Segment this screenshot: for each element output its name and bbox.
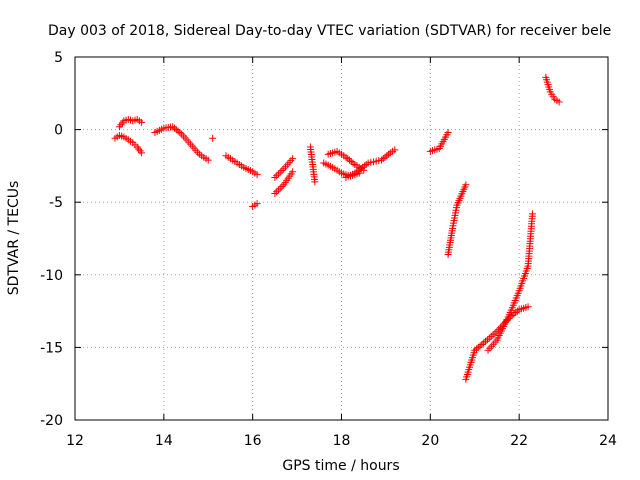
data-point: [528, 210, 536, 218]
data-point: [471, 346, 479, 354]
data-point: [347, 158, 355, 166]
data-point: [487, 332, 495, 340]
data-point: [385, 150, 393, 158]
data-point: [176, 129, 184, 137]
data-point: [274, 170, 282, 178]
y-tick-label: -5: [49, 195, 63, 211]
x-axis-label: GPS time / hours: [282, 458, 399, 474]
data-point: [485, 334, 493, 342]
tick-labels: 12 14 16 18 20 22 24 5 0 -5 -10 -15 -20: [40, 50, 617, 449]
data-point: [135, 145, 143, 153]
data-point: [209, 134, 217, 142]
x-tick-label: 16: [244, 433, 262, 449]
data-point: [381, 153, 389, 161]
data-point: [391, 146, 399, 154]
plot-frame: [74, 56, 609, 421]
data-point: [501, 318, 509, 326]
x-tick-label: 20: [421, 433, 439, 449]
data-point: [271, 189, 279, 197]
y-tick-label: -10: [40, 268, 63, 284]
data-point: [274, 186, 282, 194]
data-point: [342, 153, 350, 161]
data-point: [524, 303, 532, 311]
data-point: [344, 155, 352, 163]
data-point: [510, 310, 518, 318]
data-point: [444, 129, 452, 137]
data-point: [476, 342, 484, 350]
x-tick-label: 24: [599, 433, 617, 449]
data-point: [473, 345, 481, 353]
data-point: [555, 98, 563, 106]
data-point: [136, 147, 144, 155]
y-tick-label: -15: [40, 340, 63, 356]
data-point: [383, 152, 391, 160]
data-point: [289, 168, 297, 176]
data-point: [483, 336, 491, 344]
data-point: [273, 172, 281, 180]
data-point: [377, 156, 385, 164]
x-tick-label: 22: [510, 433, 528, 449]
data-point: [273, 188, 281, 196]
data-point: [482, 337, 490, 345]
data-point: [311, 178, 319, 186]
data-point: [138, 118, 146, 126]
data-point: [478, 340, 486, 348]
chart-title: Day 003 of 2018, Sidereal Day-to-day VTE…: [48, 23, 611, 39]
data-point: [278, 167, 286, 175]
data-point: [513, 307, 521, 315]
data-point: [278, 183, 286, 191]
data-point: [379, 155, 387, 163]
y-tick-label: -20: [40, 413, 63, 429]
data-point: [276, 184, 284, 192]
data-point: [474, 343, 482, 351]
data-point: [253, 171, 261, 179]
data-point: [115, 123, 123, 131]
data-point: [169, 123, 177, 131]
data-point: [271, 174, 279, 182]
data-point: [117, 121, 125, 129]
y-tick-label: 5: [54, 50, 63, 66]
data-point: [349, 159, 357, 167]
data-point: [289, 155, 297, 163]
data-point: [345, 156, 353, 164]
data-point: [172, 126, 180, 134]
y-axis-label: SDTVAR / TECUs: [6, 181, 22, 296]
data-point: [508, 311, 516, 319]
y-tick-label: 0: [54, 123, 63, 139]
data-point: [462, 181, 470, 189]
data-points: [111, 73, 563, 383]
data-point: [253, 200, 261, 208]
data-point: [276, 168, 284, 176]
data-point: [489, 331, 497, 339]
x-tick-label: 12: [66, 433, 84, 449]
x-tick-label: 14: [155, 433, 173, 449]
x-tick-label: 18: [333, 433, 351, 449]
data-point: [204, 156, 212, 164]
data-point: [170, 124, 178, 132]
data-point: [138, 149, 146, 157]
data-point: [174, 127, 182, 135]
